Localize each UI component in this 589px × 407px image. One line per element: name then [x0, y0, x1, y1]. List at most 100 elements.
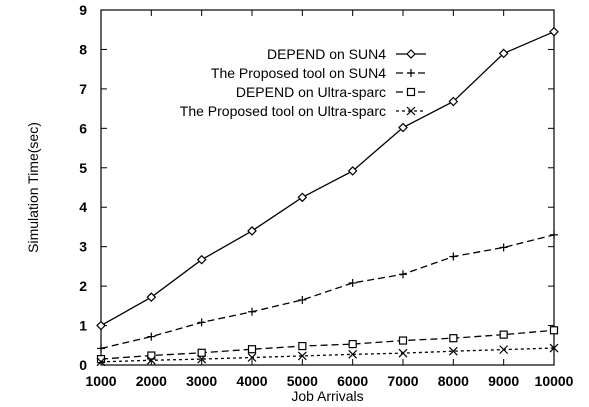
- tick-marks: 1000 2000 3000 4000 5000 6000 7000 8000 9000 1000…: [79, 2, 573, 389]
- data-point: [298, 341, 307, 351]
- x-marker: [398, 348, 408, 358]
- plus-marker: [399, 270, 407, 279]
- legend-label: The Proposed tool on SUN4: [211, 65, 386, 81]
- x-marker-b: [348, 349, 358, 359]
- y-tick-label: 5: [79, 160, 87, 176]
- legend-entry-2: The Proposed tool on SUN4: [211, 65, 426, 81]
- series-group: [96, 26, 559, 367]
- y-tick-label: 7: [79, 81, 87, 97]
- diamond-marker: [247, 226, 257, 236]
- data-point: [448, 346, 458, 356]
- axes: [100, 9, 555, 366]
- square-marker: [348, 339, 357, 349]
- x-marker-b: [197, 354, 207, 364]
- data-point: [248, 307, 256, 316]
- y-tick-label: 8: [79, 41, 87, 57]
- diamond-marker: [196, 254, 207, 265]
- series-1: [96, 26, 559, 331]
- legend-entry-4: The Proposed tool on Ultra-sparc: [180, 103, 426, 119]
- data-point: [298, 295, 307, 304]
- diamond-marker: [549, 26, 559, 37]
- data-point: [146, 292, 157, 303]
- plus-marker: [97, 344, 105, 353]
- data-point: [348, 349, 358, 359]
- square-marker: [449, 334, 458, 343]
- plus-marker: [348, 278, 357, 287]
- x-marker: [247, 353, 257, 362]
- square-marker: [197, 348, 206, 357]
- square-marker: [147, 351, 156, 360]
- x-marker-b: [146, 355, 156, 365]
- data-point: [297, 192, 308, 203]
- plot-frame: [100, 9, 555, 366]
- x-marker-b: [247, 353, 257, 362]
- square-marker: [499, 330, 508, 339]
- data-point: [499, 330, 508, 339]
- diamond-marker: [448, 96, 459, 107]
- x-tick-label: 5000: [287, 373, 318, 389]
- square-marker: [398, 336, 408, 345]
- plus-marker: [298, 295, 307, 304]
- x-marker-b: [398, 348, 408, 358]
- data-point: [347, 166, 358, 176]
- x-marker: [406, 106, 416, 116]
- data-point: [398, 122, 408, 133]
- series-line: [100, 31, 555, 327]
- y-tick-label: 4: [79, 199, 87, 215]
- data-point: [549, 26, 559, 37]
- data-point: [550, 230, 558, 239]
- data-point: [147, 332, 156, 341]
- data-point: [449, 252, 458, 261]
- data-point: [549, 343, 559, 353]
- plus-marker: [407, 69, 415, 77]
- data-point: [96, 357, 106, 367]
- y-tick-label: 9: [79, 2, 87, 18]
- x-tick-label: 10000: [535, 373, 574, 389]
- series-3: [96, 326, 559, 364]
- x-marker-b: [448, 346, 458, 356]
- legend-label: DEPEND on SUN4: [267, 46, 386, 62]
- x-tick-label: 7000: [387, 373, 418, 389]
- x-marker-b: [406, 106, 416, 116]
- square-marker: [549, 326, 559, 335]
- x-tick-label: 4000: [236, 373, 267, 389]
- data-point: [348, 278, 357, 287]
- x-tick-label: 3000: [186, 373, 217, 389]
- data-point: [297, 351, 307, 361]
- data-point: [96, 320, 106, 331]
- diamond-marker: [406, 49, 416, 59]
- data-point: [196, 254, 207, 265]
- data-point: [399, 270, 407, 279]
- x-marker: [448, 346, 458, 356]
- x-tick-label: 1000: [85, 373, 116, 389]
- y-tick-label: 0: [79, 357, 87, 373]
- diamond-marker: [146, 292, 157, 303]
- data-point: [97, 344, 105, 353]
- square-marker: [298, 341, 307, 351]
- data-point: [449, 334, 458, 343]
- x-marker: [146, 355, 156, 365]
- x-axis-title: Job Arrivals: [291, 388, 363, 404]
- x-tick-label: 2000: [136, 373, 167, 389]
- data-point: [247, 353, 257, 362]
- x-tick-label: 8000: [438, 373, 469, 389]
- plus-marker: [499, 243, 508, 252]
- data-point: [147, 351, 156, 360]
- y-tick-label: 1: [79, 318, 87, 334]
- data-point: [398, 336, 408, 345]
- square-marker: [406, 87, 416, 97]
- diamond-marker: [297, 192, 308, 203]
- data-point: [549, 326, 559, 335]
- x-marker-b: [499, 345, 509, 355]
- data-point: [146, 355, 156, 365]
- x-marker: [297, 351, 307, 361]
- diamond-marker: [96, 320, 106, 331]
- data-point: [197, 318, 206, 327]
- x-marker: [96, 357, 106, 367]
- series-line: [100, 329, 555, 360]
- diamond-marker: [398, 122, 408, 133]
- diamond-marker: [347, 166, 358, 176]
- x-marker-b: [96, 357, 106, 367]
- data-point: [247, 345, 257, 354]
